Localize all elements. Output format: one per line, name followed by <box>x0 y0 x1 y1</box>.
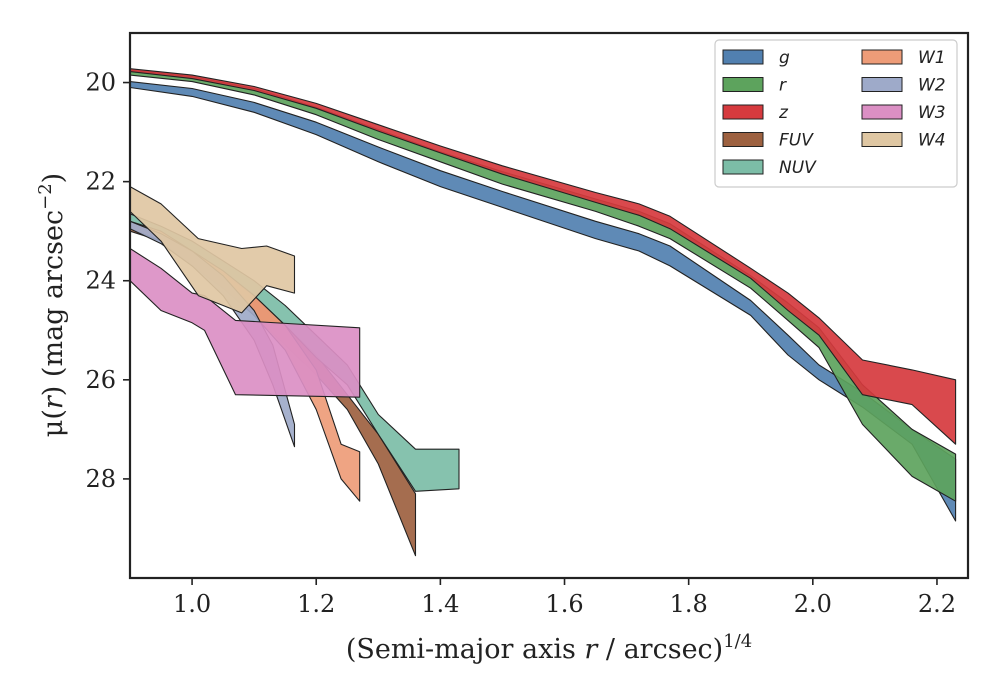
legend-label-w3: W3 <box>918 103 946 123</box>
series-band-w4 <box>130 186 296 314</box>
x-tick-label: 1.0 <box>173 590 211 618</box>
x-tick-label: 1.6 <box>545 590 583 618</box>
series-band-w3 <box>130 247 361 398</box>
legend-label-w2: W2 <box>918 76 946 96</box>
x-tick-label: 2.2 <box>918 590 956 618</box>
legend-label-nuv: NUV <box>779 158 817 178</box>
series-layer <box>130 68 957 557</box>
legend-swatch-w2 <box>861 77 903 92</box>
legend-swatch-w1 <box>861 49 903 65</box>
legend-label-z: z <box>778 103 789 123</box>
x-tick-label: 1.2 <box>297 590 335 618</box>
legend-swatch-fuv <box>722 132 764 147</box>
legend-swatch-w4 <box>861 132 903 147</box>
x-tick-label: 1.4 <box>421 590 459 618</box>
y-tick-label: 22 <box>85 168 116 196</box>
y-tick-label: 28 <box>85 465 116 493</box>
legend-swatch-nuv <box>722 159 764 175</box>
legend-swatch-z <box>722 104 764 120</box>
y-tick-label: 26 <box>85 366 116 394</box>
x-axis-label: (Semi-major axis r / arcsec)1/4 <box>346 631 752 665</box>
legend-swatch-w3 <box>861 104 903 120</box>
x-tick-label: 1.8 <box>670 590 708 618</box>
plot-frame <box>128 31 970 580</box>
legend-label-fuv: FUV <box>779 131 814 151</box>
series-band-z <box>130 68 957 445</box>
y-axis: 20 22 24 26 28 <box>85 69 130 493</box>
legend-label-r: r <box>779 76 787 96</box>
legend-frame <box>714 39 958 188</box>
x-axis: 1.0 1.2 1.4 1.6 1.8 2.0 2.2 <box>173 578 956 618</box>
x-tick-label: 2.0 <box>794 590 832 618</box>
y-axis-label: μ(r) (mag arcsec−2) <box>35 173 69 437</box>
series-band-g <box>130 81 957 522</box>
legend-swatch-g <box>722 49 764 65</box>
legend: grz FUV NUV W1 W2 W3 W4 <box>714 39 958 188</box>
legend-label-w4: W4 <box>918 131 946 151</box>
y-tick-label: 24 <box>85 267 116 295</box>
y-tick-label: 20 <box>85 69 116 97</box>
legend-label-g: g <box>779 48 790 68</box>
legend-swatch-r <box>722 77 764 92</box>
legend-label-w1: W1 <box>918 48 946 68</box>
